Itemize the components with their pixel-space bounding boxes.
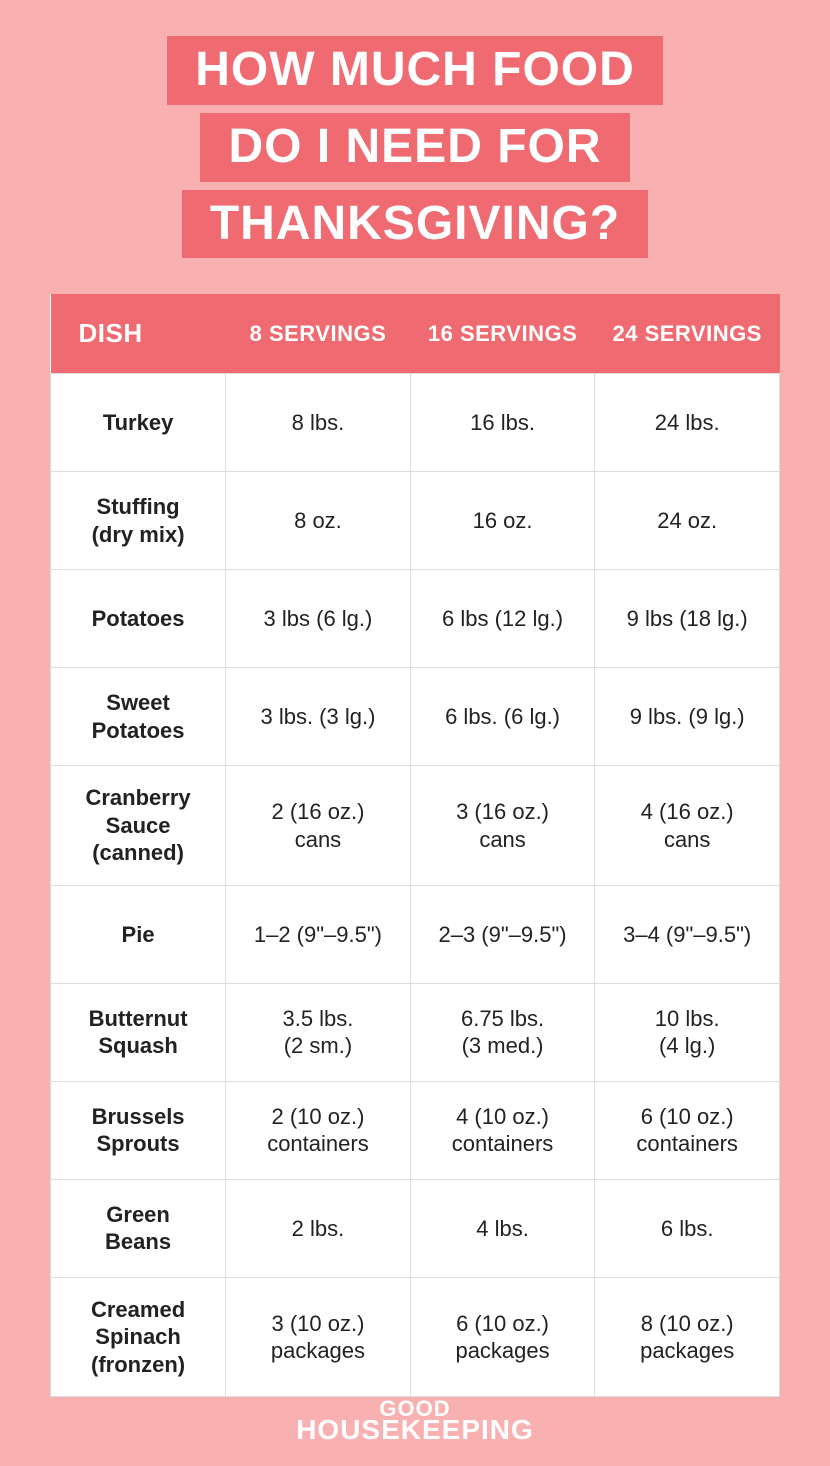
servings-table-wrap: DISH 8 SERVINGS 16 SERVINGS 24 SERVINGS … [50,294,780,1397]
col-header-8: 8 SERVINGS [226,294,411,374]
serving-value: 1–2 (9"–9.5") [226,885,411,983]
dish-name: Pie [51,885,226,983]
dish-name: Stuffing(dry mix) [51,472,226,570]
serving-value: 2 lbs. [226,1179,411,1277]
dish-name: ButternutSquash [51,983,226,1081]
col-header-16: 16 SERVINGS [410,294,595,374]
table-row: Turkey8 lbs.16 lbs.24 lbs. [51,374,780,472]
serving-value: 6 lbs. [595,1179,780,1277]
serving-value: 4 (16 oz.)cans [595,766,780,886]
serving-value: 6 (10 oz.)packages [410,1277,595,1397]
serving-value: 2 (16 oz.)cans [226,766,411,886]
dish-name: CreamedSpinach(fronzen) [51,1277,226,1397]
servings-table: DISH 8 SERVINGS 16 SERVINGS 24 SERVINGS … [50,294,780,1397]
serving-value: 2 (10 oz.)containers [226,1081,411,1179]
title-line-3: THANKSGIVING? [182,190,648,259]
serving-value: 8 oz. [226,472,411,570]
serving-value: 3–4 (9"–9.5") [595,885,780,983]
table-row: Pie1–2 (9"–9.5")2–3 (9"–9.5")3–4 (9"–9.5… [51,885,780,983]
brand-footer: GOOD HOUSEKEEPING [0,1399,830,1444]
serving-value: 9 lbs (18 lg.) [595,570,780,668]
table-row: ButternutSquash3.5 lbs.(2 sm.)6.75 lbs.(… [51,983,780,1081]
table-row: GreenBeans2 lbs.4 lbs.6 lbs. [51,1179,780,1277]
serving-value: 16 lbs. [410,374,595,472]
serving-value: 6.75 lbs.(3 med.) [410,983,595,1081]
table-row: Stuffing(dry mix)8 oz.16 oz.24 oz. [51,472,780,570]
dish-name: Potatoes [51,570,226,668]
serving-value: 4 (10 oz.)containers [410,1081,595,1179]
serving-value: 24 oz. [595,472,780,570]
table-row: BrusselsSprouts2 (10 oz.)containers4 (10… [51,1081,780,1179]
serving-value: 6 (10 oz.)containers [595,1081,780,1179]
serving-value: 3 (10 oz.)packages [226,1277,411,1397]
dish-name: Turkey [51,374,226,472]
serving-value: 3.5 lbs.(2 sm.) [226,983,411,1081]
dish-name: SweetPotatoes [51,668,226,766]
serving-value: 6 lbs. (6 lg.) [410,668,595,766]
serving-value: 10 lbs.(4 lg.) [595,983,780,1081]
dish-name: GreenBeans [51,1179,226,1277]
title-line-2: DO I NEED FOR [200,113,629,182]
serving-value: 3 lbs. (3 lg.) [226,668,411,766]
table-row: CreamedSpinach(fronzen)3 (10 oz.)package… [51,1277,780,1397]
col-header-dish: DISH [51,294,226,374]
table-row: SweetPotatoes3 lbs. (3 lg.)6 lbs. (6 lg.… [51,668,780,766]
dish-name: CranberrySauce(canned) [51,766,226,886]
table-row: CranberrySauce(canned)2 (16 oz.)cans3 (1… [51,766,780,886]
page-title: HOW MUCH FOOD DO I NEED FOR THANKSGIVING… [0,0,830,266]
brand-line-2: HOUSEKEEPING [0,1417,830,1444]
table-row: Potatoes3 lbs (6 lg.)6 lbs (12 lg.)9 lbs… [51,570,780,668]
serving-value: 24 lbs. [595,374,780,472]
serving-value: 3 lbs (6 lg.) [226,570,411,668]
table-header-row: DISH 8 SERVINGS 16 SERVINGS 24 SERVINGS [51,294,780,374]
serving-value: 2–3 (9"–9.5") [410,885,595,983]
col-header-24: 24 SERVINGS [595,294,780,374]
serving-value: 3 (16 oz.)cans [410,766,595,886]
serving-value: 6 lbs (12 lg.) [410,570,595,668]
serving-value: 8 (10 oz.)packages [595,1277,780,1397]
dish-name: BrusselsSprouts [51,1081,226,1179]
serving-value: 9 lbs. (9 lg.) [595,668,780,766]
title-line-1: HOW MUCH FOOD [167,36,663,105]
serving-value: 16 oz. [410,472,595,570]
serving-value: 8 lbs. [226,374,411,472]
serving-value: 4 lbs. [410,1179,595,1277]
